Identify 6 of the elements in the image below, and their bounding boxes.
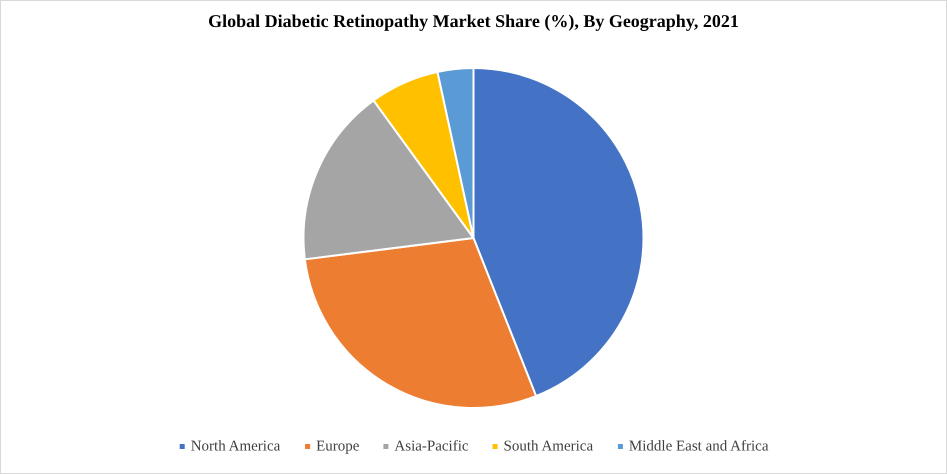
legend-label: Middle East and Africa	[628, 438, 769, 454]
legend-label: Asia-Pacific	[394, 438, 469, 454]
chart-title: Global Diabetic Retinopathy Market Share (%), By Geography, 2021	[208, 11, 739, 31]
legend-label: North America	[190, 438, 281, 454]
legend-label: Europe	[316, 438, 360, 454]
legend-label: South America	[504, 438, 594, 454]
